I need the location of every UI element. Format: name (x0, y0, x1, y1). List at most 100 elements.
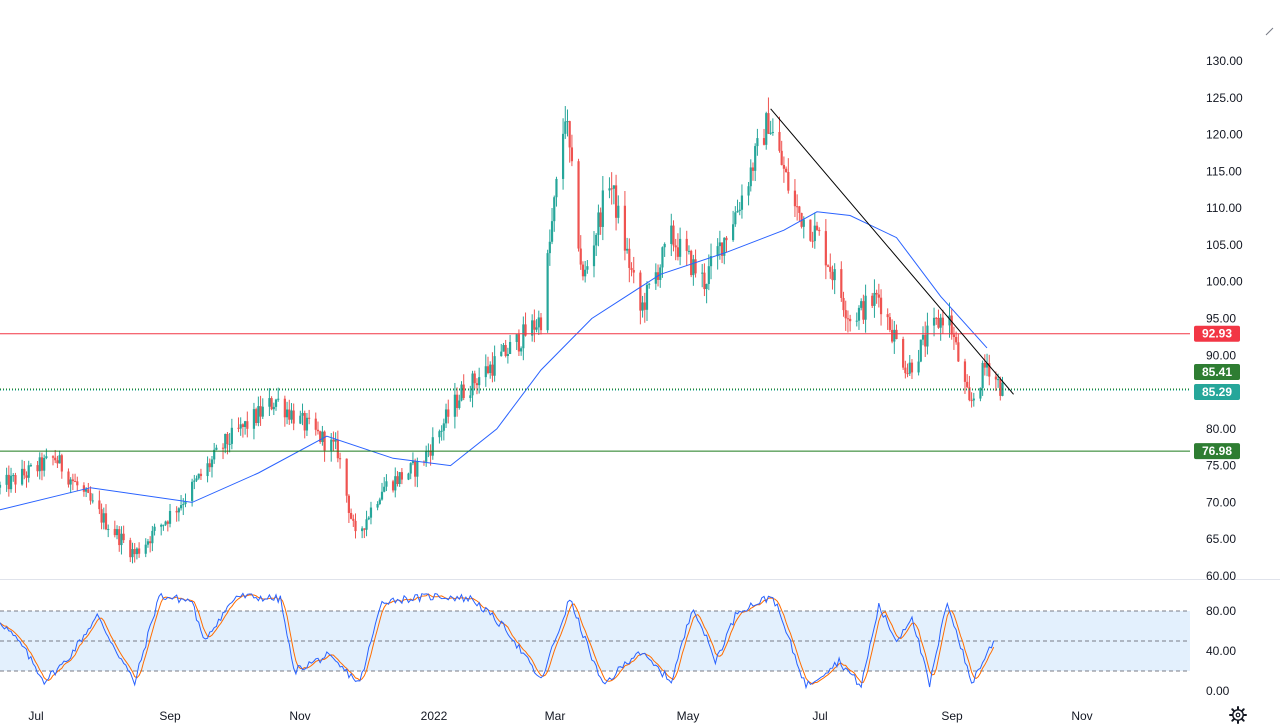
candle-body (14, 475, 17, 485)
candle-body (400, 472, 403, 480)
candle-body (654, 272, 657, 284)
price-pane[interactable] (0, 27, 1280, 580)
candle-body (630, 267, 633, 270)
candle-body (455, 394, 459, 408)
candle-body (595, 234, 598, 246)
candle-body (890, 329, 894, 342)
candle-body (723, 237, 726, 256)
candle-body (0, 484, 2, 488)
candle-body (332, 439, 335, 442)
candle-body (378, 499, 381, 505)
candle-body (762, 138, 766, 145)
candle-body (747, 186, 750, 196)
candle-body (932, 317, 936, 326)
candle-body (425, 451, 428, 462)
candle-body (966, 381, 969, 388)
candle-body (239, 424, 242, 429)
candle-body (535, 327, 538, 330)
candle-body (994, 376, 997, 380)
candle-body (926, 325, 929, 347)
price-tick-label: 95.00 (1206, 312, 1236, 326)
candle-body (361, 528, 364, 532)
candle-body (210, 459, 214, 468)
candle-body (849, 318, 852, 322)
candle-body (246, 421, 249, 429)
candle-body (939, 317, 942, 328)
candle-body (45, 456, 48, 458)
candle-body (672, 225, 675, 246)
candle-body (703, 272, 706, 290)
candle-body (679, 238, 682, 257)
candle-body (438, 431, 441, 438)
candle-body (367, 517, 370, 520)
candle-body (166, 521, 169, 524)
candle-body (769, 132, 772, 134)
candle-body (394, 476, 397, 491)
candle-body (955, 336, 958, 343)
candle-body (963, 361, 967, 382)
support-price-badge[interactable] (1194, 443, 1240, 460)
candle-body (756, 138, 759, 147)
candle-body (517, 334, 521, 352)
candle-body (566, 121, 569, 123)
last-price-badge[interactable] (1194, 383, 1240, 400)
candle-body (71, 479, 74, 482)
price-tick-label: 125.00 (1206, 91, 1243, 105)
resistance-price-badge[interactable] (1194, 325, 1240, 342)
candle-body (500, 351, 503, 357)
candles (0, 97, 1004, 564)
time-axis[interactable]: Jul Sep Nov 2022 Mar May Jul Sep Nov (28, 709, 1092, 723)
candle-body (506, 353, 509, 357)
time-tick-label: Sep (941, 709, 963, 723)
candle-body (12, 475, 15, 477)
candle-body (177, 508, 180, 513)
candle-body (785, 168, 788, 173)
candle-body (780, 150, 783, 165)
candle-body (787, 172, 790, 191)
candle-body (592, 245, 596, 267)
candle-body (118, 529, 121, 546)
candle-body (648, 283, 651, 285)
candle-body (440, 430, 443, 432)
candle-body (475, 383, 479, 386)
candle-body (725, 237, 728, 241)
candle-body (146, 541, 150, 545)
trendline[interactable] (770, 108, 1014, 395)
candle-body (981, 362, 984, 388)
candle-body (5, 474, 8, 485)
price-tick-label: 100.00 (1206, 275, 1243, 289)
support-price-badge[interactable] (1194, 364, 1240, 381)
candle-body (893, 329, 896, 342)
candle-body (272, 406, 275, 410)
oscillator-tick-label: 40.00 (1206, 644, 1236, 658)
candle-body (20, 468, 24, 485)
candle-body (352, 518, 355, 521)
candle-body (862, 301, 865, 320)
candle-body (597, 212, 600, 235)
candle-body (416, 461, 419, 477)
gear-icon[interactable] (1229, 706, 1247, 724)
candle-body (100, 509, 103, 523)
candle-body (798, 206, 801, 213)
time-tick-label: 2022 (421, 709, 448, 723)
oscillator-pane[interactable] (0, 592, 1190, 690)
candle-body (160, 524, 163, 527)
candle-body (508, 341, 512, 354)
candle-body (447, 409, 450, 417)
candle-body (73, 481, 77, 483)
candle-body (639, 272, 642, 311)
candle-body (493, 356, 496, 376)
candle-body (736, 211, 739, 213)
candle-body (292, 410, 295, 424)
candle-body (261, 406, 264, 417)
candle-body (330, 439, 333, 451)
candle-body (120, 533, 123, 546)
price-axis[interactable]: 130.00 125.00 120.00 115.00 110.00 105.00 100.… (1194, 54, 1243, 698)
price-badge-label: 92.93 (1202, 327, 1232, 341)
candle-body (199, 473, 203, 477)
candle-body (948, 315, 951, 326)
price-tick-label: 130.00 (1206, 54, 1243, 68)
time-tick-label: Mar (545, 709, 566, 723)
candle-body (40, 457, 44, 471)
resize-handle-icon[interactable] (1265, 27, 1274, 36)
